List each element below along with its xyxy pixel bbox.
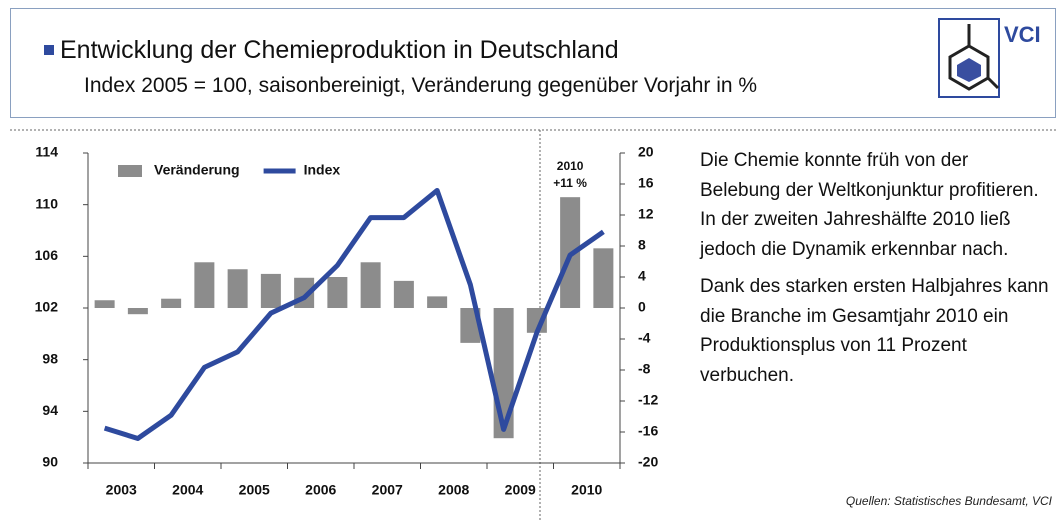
paragraph: Dank des starken ersten Halbjahres kann … bbox=[700, 276, 1049, 386]
x-tick-label: 2008 bbox=[438, 482, 469, 498]
subtitle: Index 2005 = 100, saisonbereinigt, Verän… bbox=[84, 74, 758, 97]
y2-tick-label: 20 bbox=[638, 144, 654, 160]
y2-tick-label: -16 bbox=[638, 423, 658, 439]
bar bbox=[593, 248, 614, 308]
y-tick-label: 90 bbox=[42, 454, 58, 470]
header bbox=[10, 8, 1056, 118]
source: Quellen: Statistisches Bundesamt, VCI bbox=[845, 494, 1052, 508]
bar bbox=[94, 300, 115, 308]
x-tick-label: 2006 bbox=[305, 482, 336, 498]
bar bbox=[327, 277, 348, 308]
y2-tick-label: 0 bbox=[638, 299, 646, 315]
y2-tick-label: 8 bbox=[638, 237, 646, 253]
annotation: 2010 bbox=[557, 159, 584, 173]
y-tick-label: 106 bbox=[35, 247, 59, 263]
y2-tick-label: -20 bbox=[638, 454, 658, 470]
y2-tick-label: -4 bbox=[638, 330, 651, 346]
legend-label: Index bbox=[304, 162, 341, 178]
y-tick-label: 114 bbox=[35, 144, 58, 160]
x-tick-label: 2010 bbox=[571, 482, 602, 498]
bullet bbox=[44, 45, 54, 55]
bar bbox=[194, 262, 215, 308]
y2-tick-label: 16 bbox=[638, 175, 654, 191]
legend-label: Veränderung bbox=[154, 162, 240, 178]
bar bbox=[360, 262, 381, 308]
y-tick-label: 98 bbox=[42, 350, 58, 366]
bar bbox=[161, 298, 182, 308]
bar bbox=[260, 273, 281, 308]
y2-tick-label: 4 bbox=[638, 268, 646, 284]
bar bbox=[227, 269, 248, 308]
chart: 90 94 98 102 106 110 114 -20 -16 -12 -8 -4 0 4 8 12 16 20… bbox=[10, 129, 1056, 522]
paragraph: Die Chemie konnte früh von der Belebung … bbox=[700, 150, 1039, 260]
logo-text: VCI bbox=[1004, 22, 1041, 47]
x-tick-label: 2004 bbox=[172, 482, 203, 498]
x-tick-label: 2009 bbox=[505, 482, 536, 498]
line bbox=[103, 187, 605, 441]
text-panel: Die Chemie konnte früh von der Belebung … bbox=[700, 146, 1050, 398]
x-tick-label: 2007 bbox=[372, 482, 403, 498]
y2-tick-label: -8 bbox=[638, 361, 651, 377]
legend-swatch bbox=[118, 165, 142, 177]
bar bbox=[427, 296, 448, 308]
title: Entwicklung der Chemieproduktion in Deut… bbox=[60, 36, 619, 64]
x-tick-label: 2003 bbox=[106, 482, 137, 498]
y-tick-label: 102 bbox=[35, 299, 59, 315]
y2-tick-label: 12 bbox=[638, 206, 654, 222]
bar bbox=[127, 308, 148, 315]
x-tick-label: 2005 bbox=[239, 482, 270, 498]
annotation: +11 % bbox=[553, 176, 587, 190]
y-tick-label: 94 bbox=[42, 402, 58, 418]
logo: VCI bbox=[938, 18, 1041, 98]
bar bbox=[393, 280, 414, 308]
y2-tick-label: -12 bbox=[638, 392, 658, 408]
y-tick-label: 110 bbox=[35, 195, 58, 211]
